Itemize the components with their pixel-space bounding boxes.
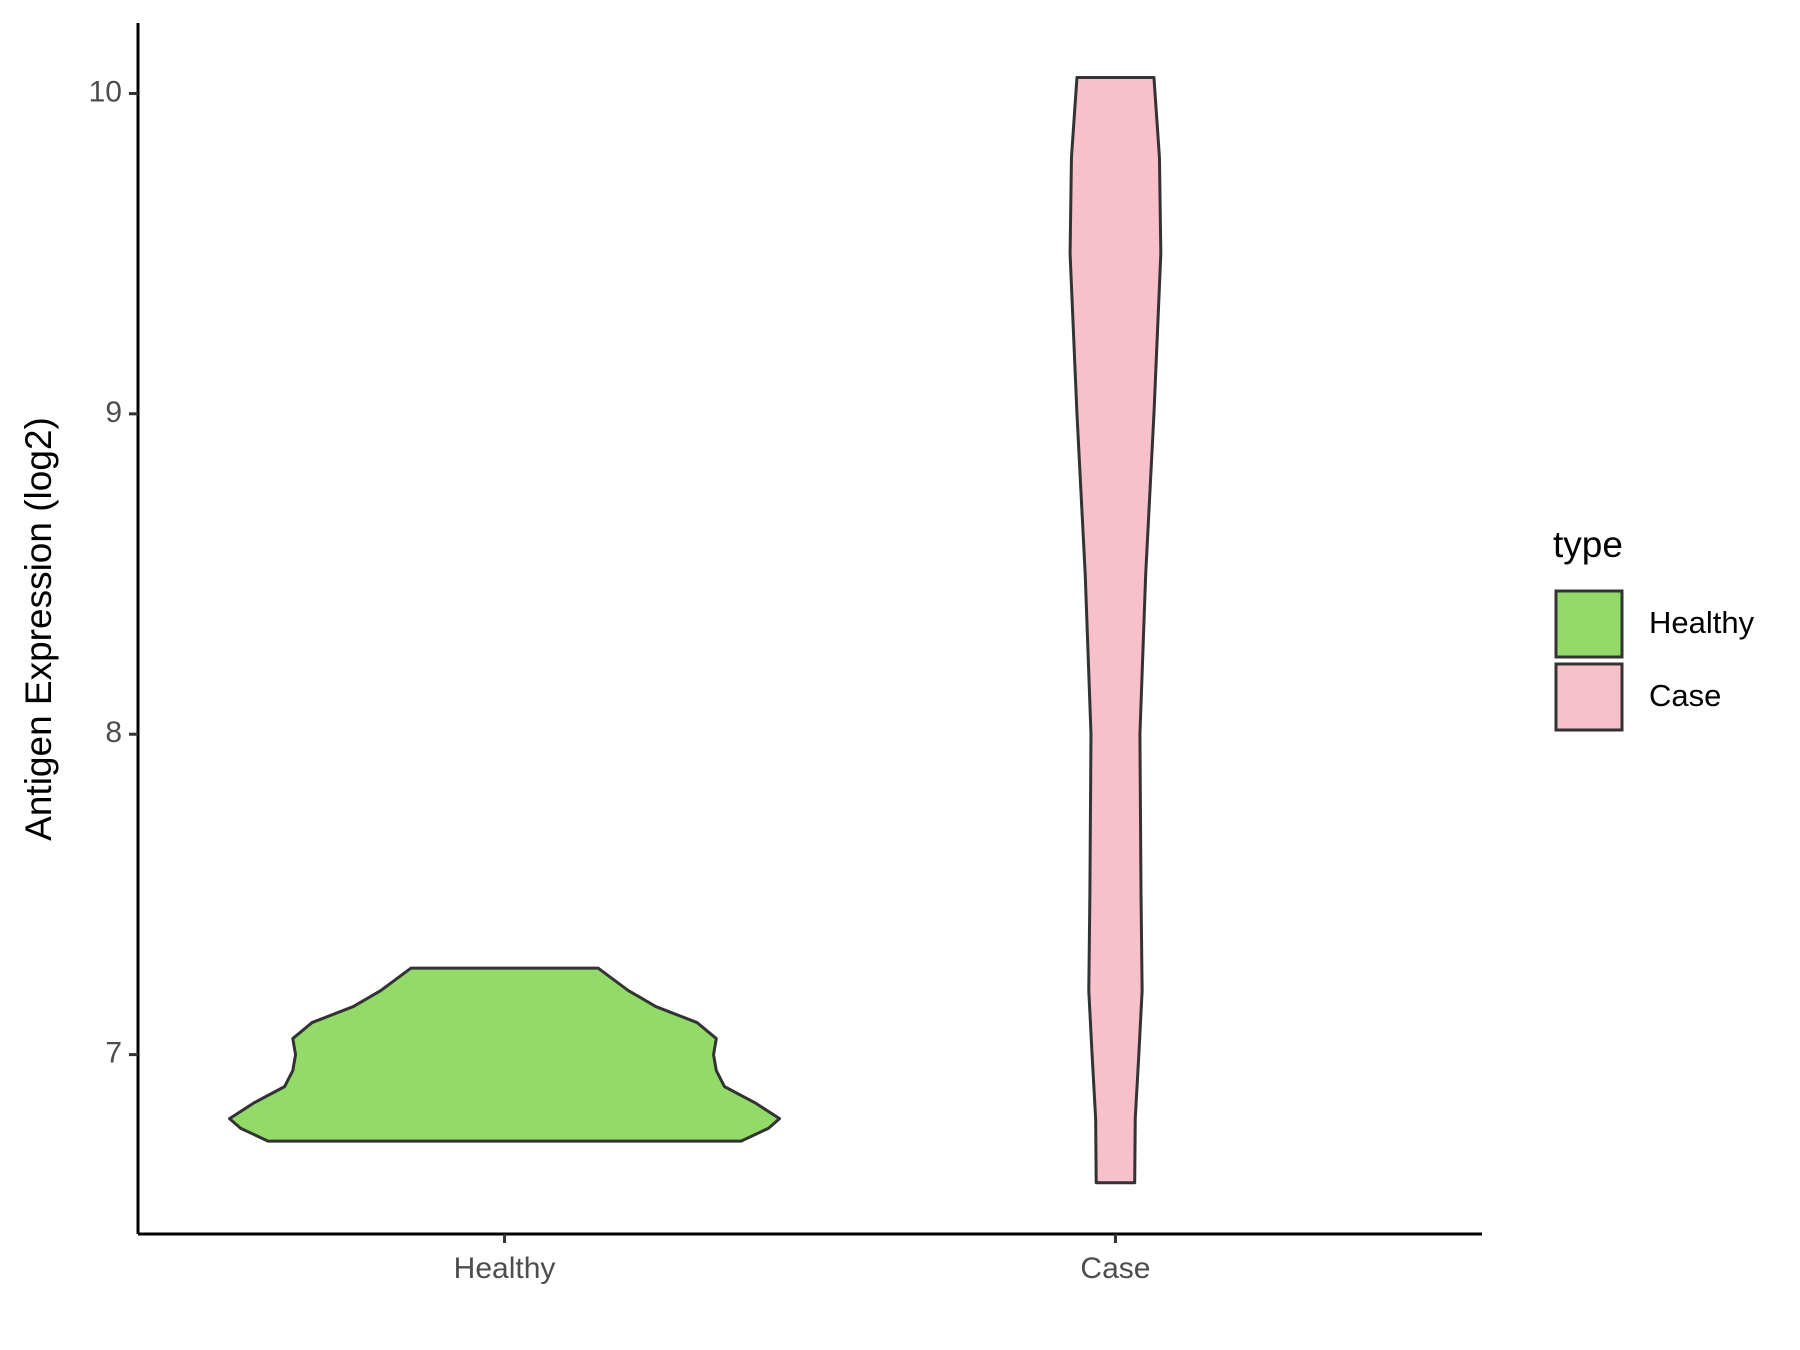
y-tick-label: 7 — [105, 1037, 122, 1070]
y-tick-label: 9 — [105, 396, 122, 429]
y-tick-label: 10 — [89, 75, 122, 108]
legend-title: type — [1553, 524, 1623, 565]
legend-key — [1554, 662, 1624, 732]
x-tick-label: Case — [1080, 1252, 1150, 1285]
violin — [228, 966, 782, 1143]
violin — [1068, 75, 1163, 1185]
y-axis-title: Antigen Expression (log2) — [18, 417, 59, 841]
x-tick-label: Healthy — [454, 1252, 556, 1285]
legend-label: Healthy — [1649, 605, 1755, 640]
legend-label: Case — [1649, 678, 1721, 713]
legend-key — [1554, 589, 1624, 659]
y-tick-label: 8 — [105, 716, 122, 749]
